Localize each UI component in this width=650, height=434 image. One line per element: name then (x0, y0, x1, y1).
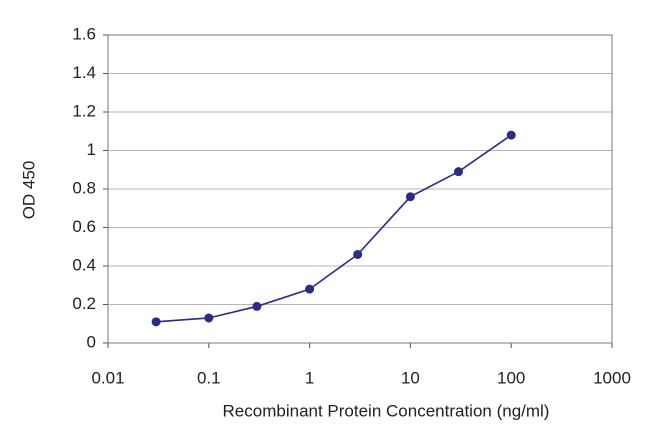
data-point (405, 192, 415, 202)
x-tick-label: 100 (497, 368, 525, 387)
y-tick-label: 0.6 (72, 217, 96, 236)
plot-frame (107, 34, 613, 344)
data-point (305, 284, 315, 294)
x-axis-label: Recombinant Protein Concentration (ng/ml… (223, 401, 550, 420)
y-tick-label: 1.4 (72, 63, 96, 82)
y-tick-label: 0.2 (72, 294, 96, 313)
y-tick-label: 1.6 (72, 24, 96, 43)
x-tick-label: 10 (401, 368, 420, 387)
x-tick-label: 0.1 (197, 368, 221, 387)
y-tick-label: 0.4 (72, 255, 96, 274)
data-point (506, 130, 516, 140)
data-line (156, 134, 512, 323)
data-point (453, 167, 463, 177)
y-tick-label: 0 (87, 332, 96, 351)
data-point (151, 317, 161, 327)
x-tick-label: 0.01 (91, 368, 124, 387)
data-point (204, 313, 214, 323)
y-tick-label: 0.8 (72, 178, 96, 197)
x-tick-label: 1 (305, 368, 314, 387)
y-axis-label: OD 450 (19, 161, 38, 220)
y-tick-label: 1.2 (72, 101, 96, 120)
data-point (252, 301, 262, 311)
data-point (353, 249, 363, 259)
y-tick-label: 1 (87, 140, 96, 159)
x-tick-label: 1000 (593, 368, 631, 387)
